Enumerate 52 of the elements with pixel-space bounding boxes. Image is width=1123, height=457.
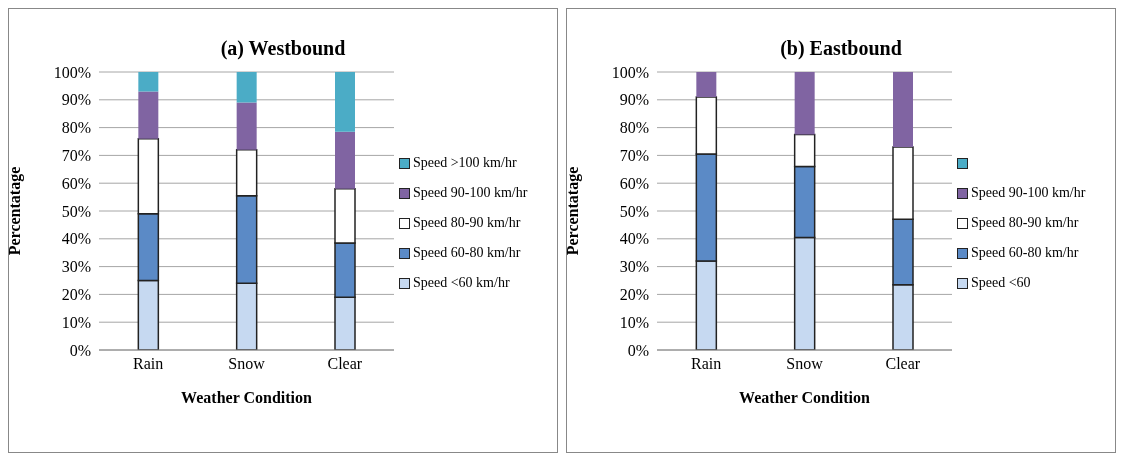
y-tick-label: 40%: [61, 230, 91, 248]
chart-title: (a) Westbound: [219, 37, 347, 60]
legend-label: Speed 80-90 km/hr: [413, 215, 521, 231]
legend-label: Speed <60: [971, 275, 1031, 291]
bar: [236, 102, 257, 150]
y-tick-label: 40%: [619, 230, 649, 248]
y-tick-label: 60%: [619, 174, 649, 192]
y-tick-label: 20%: [61, 286, 91, 304]
bar: [794, 72, 815, 135]
x-tick-label: Clear: [327, 355, 363, 373]
y-tick-label: 80%: [61, 119, 91, 137]
bar: [893, 72, 913, 148]
bar: [696, 72, 717, 98]
bar: [138, 91, 159, 139]
y-axis-title: Percentatage: [563, 166, 582, 256]
chart-title: (b) Eastbound: [779, 37, 903, 60]
y-tick-label: 0%: [627, 341, 649, 359]
y-tick-label: 10%: [61, 313, 91, 331]
y-tick-label: 30%: [61, 258, 91, 276]
y-tick-label: 70%: [619, 147, 649, 165]
bar: [335, 72, 355, 132]
legend-label: Speed >100 km/hr: [413, 155, 517, 171]
legend-label: Speed 60-80 km/hr: [971, 245, 1079, 261]
legend-label: Speed 90-100 km/hr: [413, 185, 528, 201]
y-axis-title: Percentatage: [5, 166, 24, 256]
y-tick-label: 50%: [619, 202, 649, 220]
bar: [138, 72, 159, 92]
x-tick-label: Rain: [133, 355, 164, 373]
legend-label: Speed <60 km/hr: [413, 275, 510, 291]
y-tick-label: 20%: [619, 286, 649, 304]
x-tick-label: Rain: [691, 355, 722, 373]
y-tick-label: 100%: [53, 63, 91, 81]
y-tick-label: 10%: [619, 313, 649, 331]
y-tick-label: 100%: [611, 63, 649, 81]
bar: [335, 131, 355, 189]
y-tick-label: 50%: [61, 202, 91, 220]
y-tick-label: 80%: [619, 119, 649, 137]
legend-label: Speed 60-80 km/hr: [413, 245, 521, 261]
y-tick-label: 60%: [61, 174, 91, 192]
bar: [236, 72, 257, 103]
y-tick-label: 90%: [61, 91, 91, 109]
x-tick-label: Snow: [228, 355, 266, 373]
x-axis-title: Weather Condition: [739, 389, 871, 406]
y-tick-label: 0%: [69, 341, 91, 359]
legend-label: Speed 80-90 km/hr: [971, 215, 1079, 231]
y-tick-label: 30%: [619, 258, 649, 276]
x-tick-label: Snow: [786, 355, 824, 373]
x-axis-title: Weather Condition: [181, 389, 313, 406]
legend-label: Speed 90-100 km/hr: [971, 185, 1086, 201]
y-tick-label: 90%: [619, 91, 649, 109]
x-tick-label: Clear: [885, 355, 921, 373]
y-tick-label: 70%: [61, 147, 91, 165]
